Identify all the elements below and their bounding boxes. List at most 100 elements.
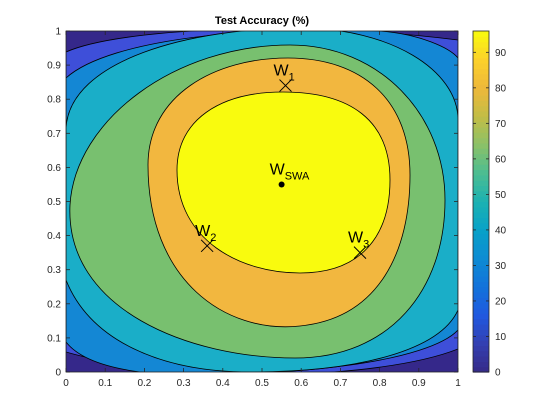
colorbar-swatch (473, 116, 489, 123)
colorbar-tick-label: 10 (495, 332, 507, 343)
point-2: W2 (195, 223, 216, 253)
colorbar-swatch (473, 324, 489, 330)
y-tick-label: 0.6 (47, 163, 61, 174)
colorbar-swatch (473, 249, 489, 256)
colorbar-border (472, 30, 490, 373)
point-swa: WSWA (270, 161, 310, 188)
colorbar-tick-label: 40 (495, 225, 507, 236)
colorbar-swatch (473, 62, 489, 69)
colorbar-swatch (473, 137, 489, 144)
colorbar-tick-label: 90 (495, 48, 507, 59)
x-tick-label: 0.2 (137, 378, 151, 389)
colorbar-swatch (473, 356, 489, 362)
colorbar-swatch (473, 254, 489, 261)
colorbar-swatch (473, 276, 489, 283)
colorbar-swatch (473, 212, 489, 219)
colorbar-swatch (473, 110, 489, 117)
x-tick-label: 0.5 (255, 378, 269, 389)
point-marker (353, 246, 367, 260)
y-tick-label: 0 (55, 368, 61, 379)
x-axis: 0 0.1 0.2 0.3 0.4 0.5 0.6 0.7 0.8 0.9 1 (63, 31, 461, 389)
x-tick-label: 0.3 (177, 378, 191, 389)
y-tick-label: 0.2 (47, 299, 61, 310)
colorbar-swatch (473, 196, 489, 203)
colorbar-swatch (473, 201, 489, 208)
colorbar-tick-label: 0 (495, 368, 501, 379)
colorbar-swatch (473, 340, 489, 346)
colorbar-swatch (473, 174, 489, 181)
colorbar-tick-label: 50 (495, 190, 507, 201)
colorbar-swatch (473, 100, 489, 107)
point-1: W1 (274, 63, 295, 92)
colorbar-swatch (473, 57, 489, 64)
colorbar-swatch (473, 169, 489, 176)
colorbar-swatch (473, 148, 489, 155)
colorbar-swatch (473, 84, 489, 91)
colorbar-tick-label: 30 (495, 261, 507, 272)
colorbar-swatch (473, 292, 489, 299)
colorbar-tick-label: 80 (495, 83, 507, 94)
y-tick-label: 0.1 (47, 333, 61, 344)
colorbar-swatch (473, 78, 489, 85)
colorbar-swatch (473, 361, 489, 368)
x-tick-label: 0.1 (98, 378, 112, 389)
point-marker (278, 181, 285, 188)
colorbar-swatch (473, 228, 489, 235)
colorbar-swatch (473, 126, 489, 133)
colorbar-swatch (473, 286, 489, 293)
colorbar-swatch (473, 68, 489, 75)
plot-area (65, 30, 459, 373)
colorbar-swatch (473, 158, 489, 165)
colorbar-swatch (473, 94, 489, 101)
x-tick-label: 0.8 (373, 378, 387, 389)
y-tick-label: 0.9 (47, 61, 61, 72)
colorbar-swatch (473, 105, 489, 112)
point-label: W2 (195, 223, 216, 244)
colorbar-swatch (473, 180, 489, 187)
colorbar-swatch (473, 31, 489, 37)
colorbar-swatch (473, 350, 489, 357)
colorbar-swatch (473, 334, 489, 341)
colorbar-swatch (473, 308, 489, 314)
chart-title: Test Accuracy (%) (215, 15, 309, 27)
point-marker (279, 79, 292, 92)
colorbar-swatch (473, 46, 489, 53)
colorbar-swatch (473, 270, 489, 277)
colorbar-swatch (473, 206, 489, 213)
x-tick-label: 0.6 (294, 378, 308, 389)
point-3: W3 (348, 230, 369, 260)
colorbar-swatch (473, 233, 489, 240)
colorbar-swatch (473, 164, 489, 171)
x-tick-label: 0.4 (216, 378, 230, 389)
colorbar-swatch (473, 153, 489, 160)
point-label: W1 (274, 63, 295, 84)
colorbar-tick-label: 60 (495, 154, 507, 165)
y-tick-label: 0.3 (47, 265, 61, 276)
colorbar-swatch (473, 265, 489, 272)
colorbar-tick-label: 70 (495, 119, 507, 130)
colorbar-swatch (473, 297, 489, 304)
colorbar-swatch (473, 41, 489, 48)
points-layer: W1 W2 W3 WSWA (195, 63, 369, 260)
colorbar-swatch (473, 121, 489, 128)
point-marker (200, 239, 214, 253)
y-tick-label: 0.4 (47, 231, 61, 242)
colorbar-swatch (473, 73, 489, 80)
y-tick-label: 0.7 (47, 129, 61, 140)
colorbar-swatch (473, 329, 489, 336)
colorbar-swatch (473, 142, 489, 149)
colorbar-swatch (473, 36, 489, 43)
colorbar: 0 10 20 30 40 50 60 70 80 90 (472, 30, 507, 379)
colorbar-swatch (473, 318, 489, 325)
y-tick-label: 0.8 (47, 95, 61, 106)
point-label: WSWA (270, 161, 310, 182)
x-tick-label: 0.7 (333, 378, 347, 389)
x-tick-label: 0.9 (412, 378, 426, 389)
colorbar-swatch (473, 52, 489, 59)
colorbar-tick-label: 20 (495, 296, 507, 307)
point-label: W3 (348, 230, 369, 251)
y-axis: 0 0.1 0.2 0.3 0.4 0.5 0.6 0.7 0.8 0.9 1 (47, 27, 458, 379)
colorbar-swatch (473, 281, 489, 288)
colorbar-swatch (473, 244, 489, 251)
